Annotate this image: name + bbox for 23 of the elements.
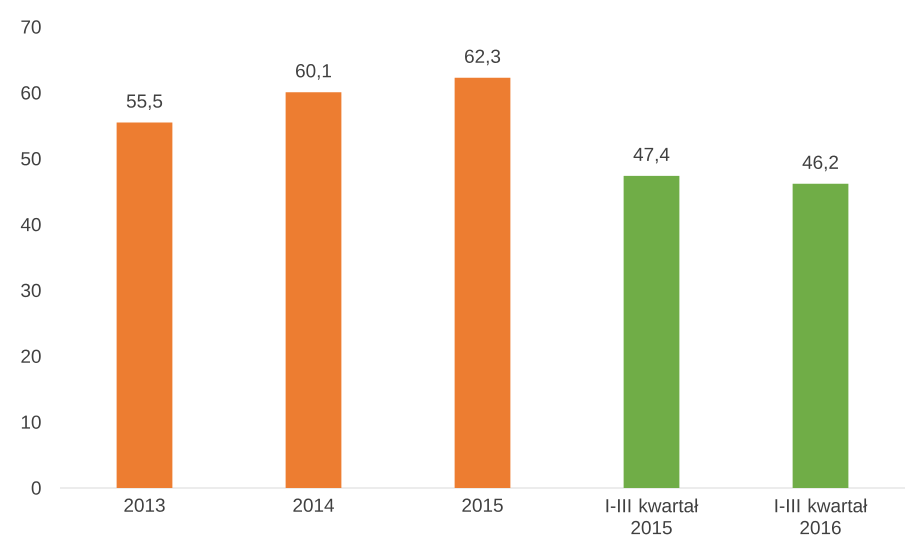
y-tick-label: 50: [21, 152, 41, 166]
bar: [624, 176, 680, 488]
y-tick-label: 0: [32, 481, 41, 495]
x-tick-label: 2014: [293, 498, 334, 512]
data-label: 46,2: [802, 156, 838, 172]
y-tick-label: 20: [21, 350, 41, 363]
data-label: 55,5: [126, 94, 162, 110]
y-tick-label: 10: [22, 415, 41, 429]
x-tick-label: I-III kwartał 2015: [606, 498, 698, 534]
y-tick-label: 70: [21, 20, 41, 34]
bar: [286, 92, 342, 488]
x-tick-label: 2013: [124, 498, 165, 512]
y-tick-label: 30: [21, 284, 41, 298]
bar: [454, 78, 510, 488]
y-tick-label: 60: [21, 86, 41, 100]
x-tick-label: I-III kwartał 2016: [775, 498, 868, 534]
bar: [116, 122, 172, 488]
data-label: 62,3: [465, 50, 500, 66]
data-label: 60,1: [296, 64, 331, 80]
bar: [792, 184, 848, 488]
x-tick-label: 2015: [462, 498, 503, 512]
data-label: 47,4: [634, 148, 670, 164]
y-tick-label: 40: [20, 218, 41, 232]
